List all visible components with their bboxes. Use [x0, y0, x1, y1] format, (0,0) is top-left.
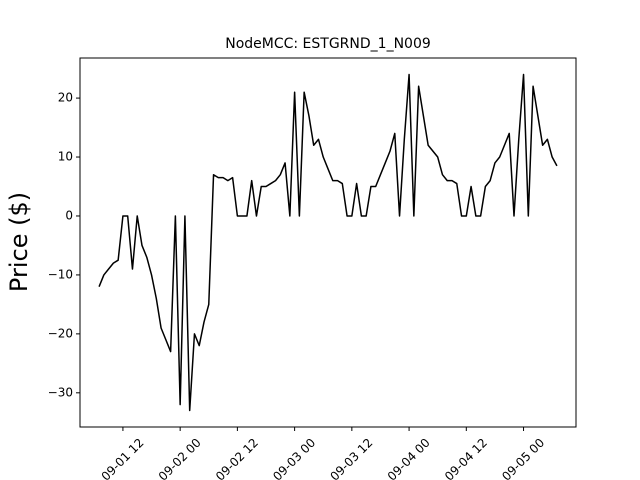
x-tick-label: 09-04 12	[442, 436, 490, 480]
x-tick-label: 09-02 12	[213, 436, 261, 480]
x-tick-label: 09-04 00	[385, 436, 433, 480]
x-tick-label: 09-03 00	[270, 436, 318, 480]
x-tick-label: 09-05 00	[499, 436, 547, 480]
y-tick-label: 20	[58, 91, 73, 105]
y-tick-label: −20	[48, 326, 73, 340]
price-line	[98, 73, 558, 412]
y-axis-label: Price ($)	[5, 192, 33, 292]
y-tick-label: −30	[48, 385, 73, 399]
y-tick-label: −10	[48, 267, 73, 281]
x-tick-label: 09-02 00	[156, 436, 204, 480]
chart-title: NodeMCC: ESTGRND_1_N009	[225, 36, 431, 52]
x-tick-label: 09-03 12	[327, 436, 375, 480]
x-tick-label: 09-01 12	[99, 436, 147, 480]
y-tick-label: 10	[58, 150, 73, 164]
y-tick-label: 0	[65, 208, 73, 222]
plot-frame	[79, 57, 577, 428]
